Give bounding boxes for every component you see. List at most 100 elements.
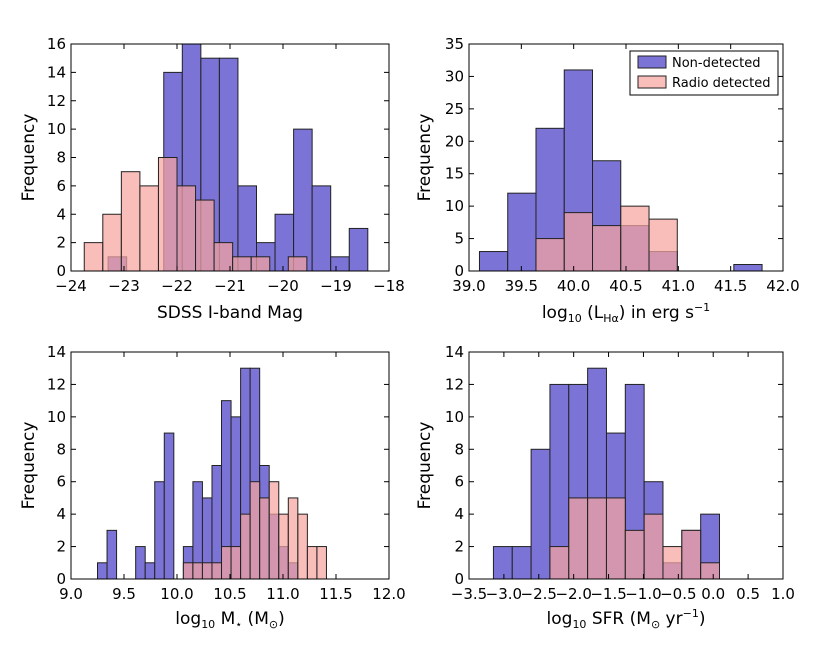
histogram-bar: [102, 213, 122, 272]
histogram-bar: [624, 529, 645, 580]
x-tick-label: 40.0: [557, 277, 590, 295]
legend-swatch-radio-detected: [637, 75, 667, 89]
y-tick-label: 8: [56, 440, 66, 458]
histogram-bar: [643, 513, 664, 580]
x-tick-label: −18: [373, 277, 405, 295]
x-tick-label: 1.0: [771, 585, 795, 603]
plot-frame: [468, 351, 784, 580]
histogram-bar: [232, 256, 252, 272]
x-tick-label: −2.0: [555, 585, 591, 603]
histogram-bar: [250, 256, 271, 272]
y-tick-label: 20: [445, 132, 464, 150]
legend-swatch-non-detected: [637, 55, 667, 69]
y-tick-label: 14: [47, 343, 66, 361]
panel-2: 39.0 39.5 40.0 40.5 41.0 41.5 42.0 0 5 10 15 20 25 30…: [415, 35, 800, 325]
y-tick-label: 10: [47, 408, 66, 426]
histogram-bar: [195, 199, 215, 272]
histogram-bar: [83, 242, 104, 272]
y-tick-label: 2: [56, 538, 66, 556]
x-tick-label: −20: [267, 277, 299, 295]
histogram-bar: [492, 546, 513, 580]
x-tick-label: −0.5: [660, 585, 696, 603]
histogram-bar: [648, 218, 678, 272]
histogram-bar: [259, 497, 270, 580]
histogram-bar: [549, 546, 570, 580]
histogram-bar: [287, 497, 299, 580]
y-tick-label: 6: [56, 473, 66, 491]
histogram-bar: [120, 171, 141, 272]
histogram-bar: [249, 481, 261, 580]
y-tick-label: 30: [445, 67, 464, 85]
y-tick-label: 12: [47, 92, 66, 110]
y-tick-label: 2: [454, 538, 464, 556]
y-tick-label: 14: [47, 63, 66, 81]
x-tick-label: 0.0: [701, 585, 725, 603]
x-tick-label: 10.0: [160, 585, 193, 603]
histogram-bar: [563, 212, 594, 272]
x-tick-label: 9.0: [59, 585, 83, 603]
y-tick-label: 12: [445, 375, 464, 393]
series-radio-detected: [535, 205, 678, 272]
histogram-bar: [507, 192, 537, 272]
histogram-bar: [157, 157, 178, 272]
y-tick-label: 0: [454, 262, 464, 280]
histogram-bar: [106, 529, 118, 580]
x-axis-label: SDSS I-band Mag: [157, 303, 303, 323]
histogram-bar: [681, 529, 702, 580]
histogram-bar: [211, 465, 223, 580]
x-tick-label: 39.0: [452, 277, 485, 295]
histogram-bar: [144, 562, 156, 580]
histogram-bar: [700, 562, 721, 580]
x-tick-label: −21: [214, 277, 246, 295]
histogram-bar: [135, 546, 146, 580]
y-tick-label: 4: [56, 205, 66, 223]
panel-4: −3.5−3.0−2.5−2.0−1.5−1.0−0.5 0.0 0.5 1.0 0 2 4…: [415, 343, 795, 631]
legend-label-radio-detected: Radio detected: [672, 76, 771, 91]
y-tick-label: 0: [56, 570, 66, 588]
x-tick-label: −1.5: [590, 585, 626, 603]
y-tick-label: 0: [454, 570, 464, 588]
histogram-bar: [311, 185, 332, 272]
histogram-bar: [733, 264, 763, 272]
x-tick-label: −3.5: [451, 585, 487, 603]
histogram-bar: [316, 546, 327, 580]
histogram-bar: [139, 185, 159, 272]
histogram-bar: [240, 513, 251, 580]
histogram-bar: [587, 497, 607, 580]
histogram-bar: [293, 128, 313, 272]
series-radio-detected: [549, 497, 721, 580]
y-tick-label: 15: [445, 165, 464, 183]
histogram-bar: [662, 546, 683, 580]
x-tick-label: 12.0: [372, 585, 405, 603]
histogram-bar: [511, 546, 532, 580]
histogram-bar: [306, 546, 318, 580]
y-tick-label: 6: [56, 177, 66, 195]
histogram-bar: [535, 238, 565, 272]
series-radio-detected: [182, 481, 327, 580]
histogram-bar: [154, 481, 165, 580]
histogram-bar: [211, 562, 223, 580]
x-tick-label: −19: [320, 277, 352, 295]
y-tick-label: 8: [56, 149, 66, 167]
y-tick-label: 10: [445, 408, 464, 426]
histogram-bar: [620, 205, 650, 272]
x-tick-label: −2.5: [521, 585, 557, 603]
y-tick-label: 10: [47, 120, 66, 138]
x-tick-label: 0.5: [736, 585, 760, 603]
y-tick-label: 25: [445, 100, 464, 118]
x-tick-label: 40.5: [609, 277, 642, 295]
y-axis-label: Frequency: [415, 114, 435, 202]
panel-3: 9.0 9.5 10.0 10.5 11.0 11.5 12.0 0 2 4 6 8 10 12 14 Fre…: [19, 343, 406, 631]
y-tick-label: 12: [47, 375, 66, 393]
panel-1: −24 −23 −22 −21 −20 −19 −18 0 2 4 6 8 10 12 14 16 Freque…: [19, 35, 405, 323]
x-tick-label: 10.5: [213, 585, 246, 603]
y-axis-label: Frequency: [19, 114, 39, 202]
x-tick-label: 39.5: [505, 277, 538, 295]
histogram-bar: [605, 497, 626, 580]
histogram-bar: [230, 546, 242, 580]
histogram-bar: [182, 562, 194, 580]
histogram-bar: [348, 227, 369, 272]
x-tick-label: 42.0: [766, 277, 799, 295]
y-tick-label: 4: [454, 505, 464, 523]
